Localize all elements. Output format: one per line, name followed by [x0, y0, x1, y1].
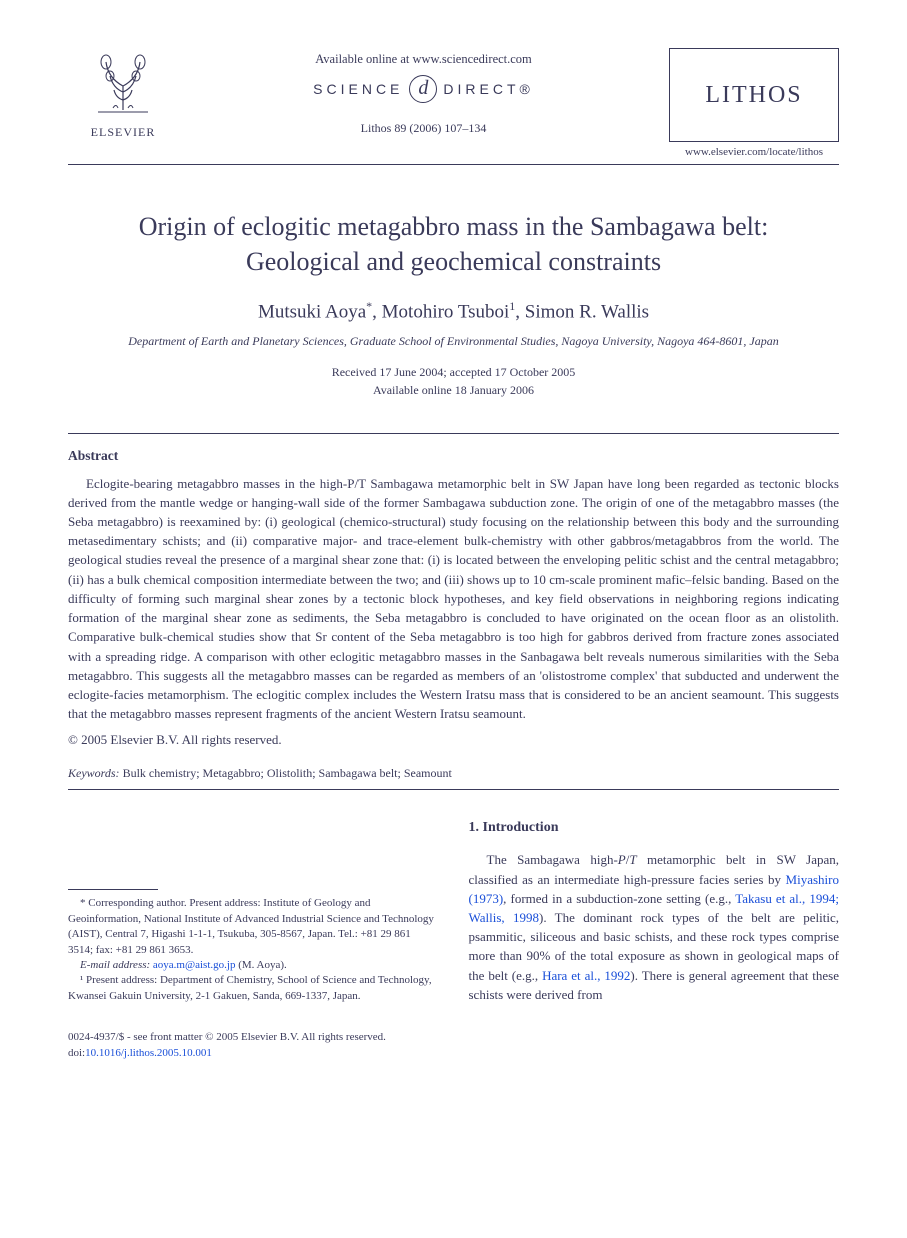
footnote-rule [68, 889, 158, 890]
journal-name-box: LITHOS [669, 48, 839, 142]
journal-block: LITHOS www.elsevier.com/locate/lithos [669, 48, 839, 158]
right-column: 1. Introduction The Sambagawa high-P/T m… [469, 818, 840, 1005]
author-1-sup: * [366, 299, 372, 313]
doi-line: doi:10.1016/j.lithos.2005.10.001 [68, 1046, 839, 1061]
intro-text-3: , formed in a subduction-zone setting (e… [503, 891, 735, 906]
center-header: Available online at www.sciencedirect.co… [178, 48, 669, 136]
publisher-name: ELSEVIER [68, 125, 178, 140]
left-column: * Corresponding author. Present address:… [68, 818, 439, 1005]
two-column-area: * Corresponding author. Present address:… [68, 818, 839, 1005]
abstract-text: Eclogite-bearing metagabbro masses in th… [68, 474, 839, 724]
keywords-rule [68, 789, 839, 790]
footnotes: * Corresponding author. Present address:… [68, 896, 439, 1004]
scidirect-at-icon: d [409, 75, 437, 103]
title-line-2: Geological and geochemical constraints [246, 247, 661, 276]
intro-heading: 1. Introduction [469, 818, 840, 839]
intro-text-1: The Sambagawa high- [487, 852, 618, 867]
doi-value[interactable]: 10.1016/j.lithos.2005.10.001 [85, 1047, 212, 1059]
elsevier-logo [88, 48, 158, 118]
available-online-line: Available online at www.sciencedirect.co… [178, 52, 669, 67]
intro-paragraph: The Sambagawa high-P/T metamorphic belt … [469, 850, 840, 1004]
affiliation: Department of Earth and Planetary Scienc… [68, 334, 839, 349]
title-line-1: Origin of eclogitic metagabbro mass in t… [139, 212, 769, 241]
citation-hara[interactable]: Hara et al., 1992 [542, 968, 630, 983]
citation-line: Lithos 89 (2006) 107–134 [178, 121, 669, 136]
journal-url[interactable]: www.elsevier.com/locate/lithos [669, 146, 839, 158]
abstract-body: Eclogite-bearing metagabbro masses in th… [68, 474, 839, 724]
article-dates: Received 17 June 2004; accepted 17 Octob… [68, 363, 839, 399]
scidirect-left: SCIENCE [313, 81, 403, 97]
email-address[interactable]: aoya.m@aist.go.jp [153, 959, 236, 971]
email-label: E-mail address: [80, 959, 150, 971]
front-matter-line: 0024-4937/$ - see front matter © 2005 El… [68, 1030, 839, 1045]
keywords-label: Keywords: [68, 766, 120, 780]
available-online: Available online 18 January 2006 [373, 383, 534, 397]
keywords-text: Bulk chemistry; Metagabbro; Olistolith; … [120, 766, 452, 780]
email-who: (M. Aoya). [235, 959, 286, 971]
author-2-sup: 1 [509, 299, 515, 313]
header-row: ELSEVIER Available online at www.science… [68, 48, 839, 158]
corresponding-author-note: * Corresponding author. Present address:… [68, 896, 439, 958]
intro-t: T [629, 852, 636, 867]
author-1: Mutsuki Aoya [258, 302, 366, 323]
bottom-block: 0024-4937/$ - see front matter © 2005 El… [68, 1030, 839, 1061]
scidirect-right: DIRECT® [443, 81, 533, 97]
received-accepted: Received 17 June 2004; accepted 17 Octob… [332, 365, 576, 379]
article-title: Origin of eclogitic metagabbro mass in t… [68, 209, 839, 279]
copyright-line: © 2005 Elsevier B.V. All rights reserved… [68, 732, 839, 748]
intro-p: P [618, 852, 626, 867]
footnote-1: ¹ Present address: Department of Chemist… [68, 973, 439, 1004]
sciencedirect-logo: SCIENCE d DIRECT® [178, 75, 669, 103]
header-rule [68, 164, 839, 165]
page-container: ELSEVIER Available online at www.science… [0, 0, 907, 1101]
keywords-line: Keywords: Bulk chemistry; Metagabbro; Ol… [68, 766, 839, 781]
abstract-heading: Abstract [68, 448, 839, 464]
author-2: Motohiro Tsuboi [382, 302, 510, 323]
author-3: Simon R. Wallis [525, 302, 649, 323]
publisher-block: ELSEVIER [68, 48, 178, 140]
email-line: E-mail address: aoya.m@aist.go.jp (M. Ao… [68, 958, 439, 973]
doi-label: doi: [68, 1047, 85, 1059]
authors-line: Mutsuki Aoya*, Motohiro Tsuboi1, Simon R… [68, 299, 839, 323]
abstract-top-rule [68, 433, 839, 434]
